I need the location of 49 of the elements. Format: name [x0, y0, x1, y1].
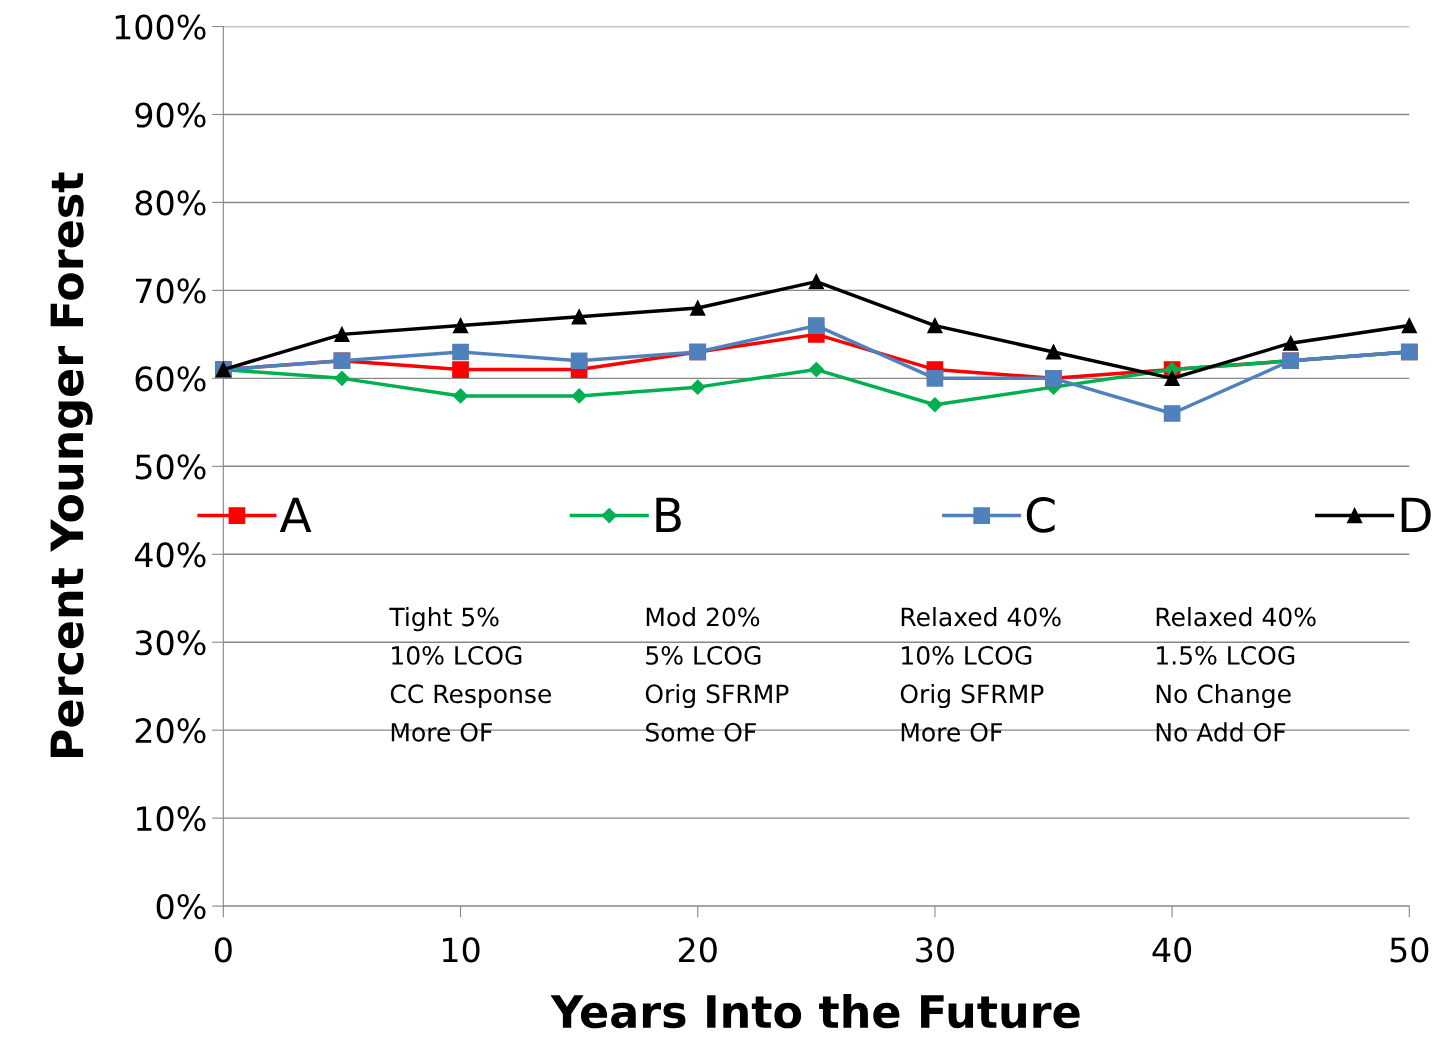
- x-tick-label: 40: [1152, 937, 1192, 963]
- legend-label: A: [279, 497, 312, 533]
- point: [808, 361, 824, 378]
- point: [570, 352, 588, 370]
- point: [452, 317, 469, 334]
- x-tick-label: 30: [916, 937, 954, 963]
- y-tick-label: 40%: [134, 542, 206, 568]
- legend-label: C: [1026, 497, 1055, 533]
- x-tick-label: 0: [214, 937, 232, 963]
- y-tick-label: 20%: [135, 718, 206, 744]
- point: [334, 370, 350, 386]
- point: [926, 370, 944, 387]
- point: [452, 388, 469, 404]
- y-tick-label: 0%: [156, 894, 206, 920]
- legend-label: B: [656, 497, 681, 533]
- y-tick-label: 70%: [136, 278, 206, 304]
- y-tick-label: 30%: [135, 630, 206, 656]
- x-tick-label: 20: [678, 937, 717, 963]
- annotation: Relaxed 40% 1.5% LCOG No Change No Add OF: [1156, 607, 1316, 742]
- y-tick-label: 50%: [135, 454, 206, 480]
- annotation: Relaxed 40% 10% LCOG Orig SFRMP More OF: [900, 607, 1061, 742]
- y-tick-label: 100%: [115, 14, 206, 40]
- point: [927, 317, 943, 334]
- point: [452, 343, 469, 361]
- annotation: Mod 20% 5% LCOG Orig SFRMP Some OF: [645, 607, 789, 742]
- point: [1045, 344, 1062, 360]
- point: [690, 300, 706, 316]
- point: [927, 397, 943, 413]
- point: [571, 388, 587, 404]
- y-tick-label: 60%: [135, 366, 206, 392]
- y-tick-label: 10%: [136, 806, 206, 832]
- annotation: Tight 5% 10% LCOG CC Response More OF: [389, 607, 551, 742]
- point: [690, 379, 706, 395]
- point: [1164, 370, 1180, 386]
- point: [807, 317, 825, 334]
- point: [334, 326, 350, 343]
- y-axis-title: Percent Younger Forest: [50, 172, 93, 758]
- point: [1163, 405, 1181, 422]
- point: [452, 361, 469, 378]
- y-tick-label: 90%: [135, 102, 206, 128]
- y-tick-label: 80%: [135, 190, 206, 216]
- x-tick-label: 10: [443, 937, 480, 963]
- point: [808, 273, 824, 290]
- legend-label: D: [1401, 497, 1431, 533]
- point: [1283, 335, 1299, 351]
- point: [571, 309, 587, 325]
- x-tick-label: 50: [1390, 937, 1429, 963]
- point: [1401, 317, 1417, 334]
- x-axis-title: Years Into the Future: [550, 993, 1080, 1029]
